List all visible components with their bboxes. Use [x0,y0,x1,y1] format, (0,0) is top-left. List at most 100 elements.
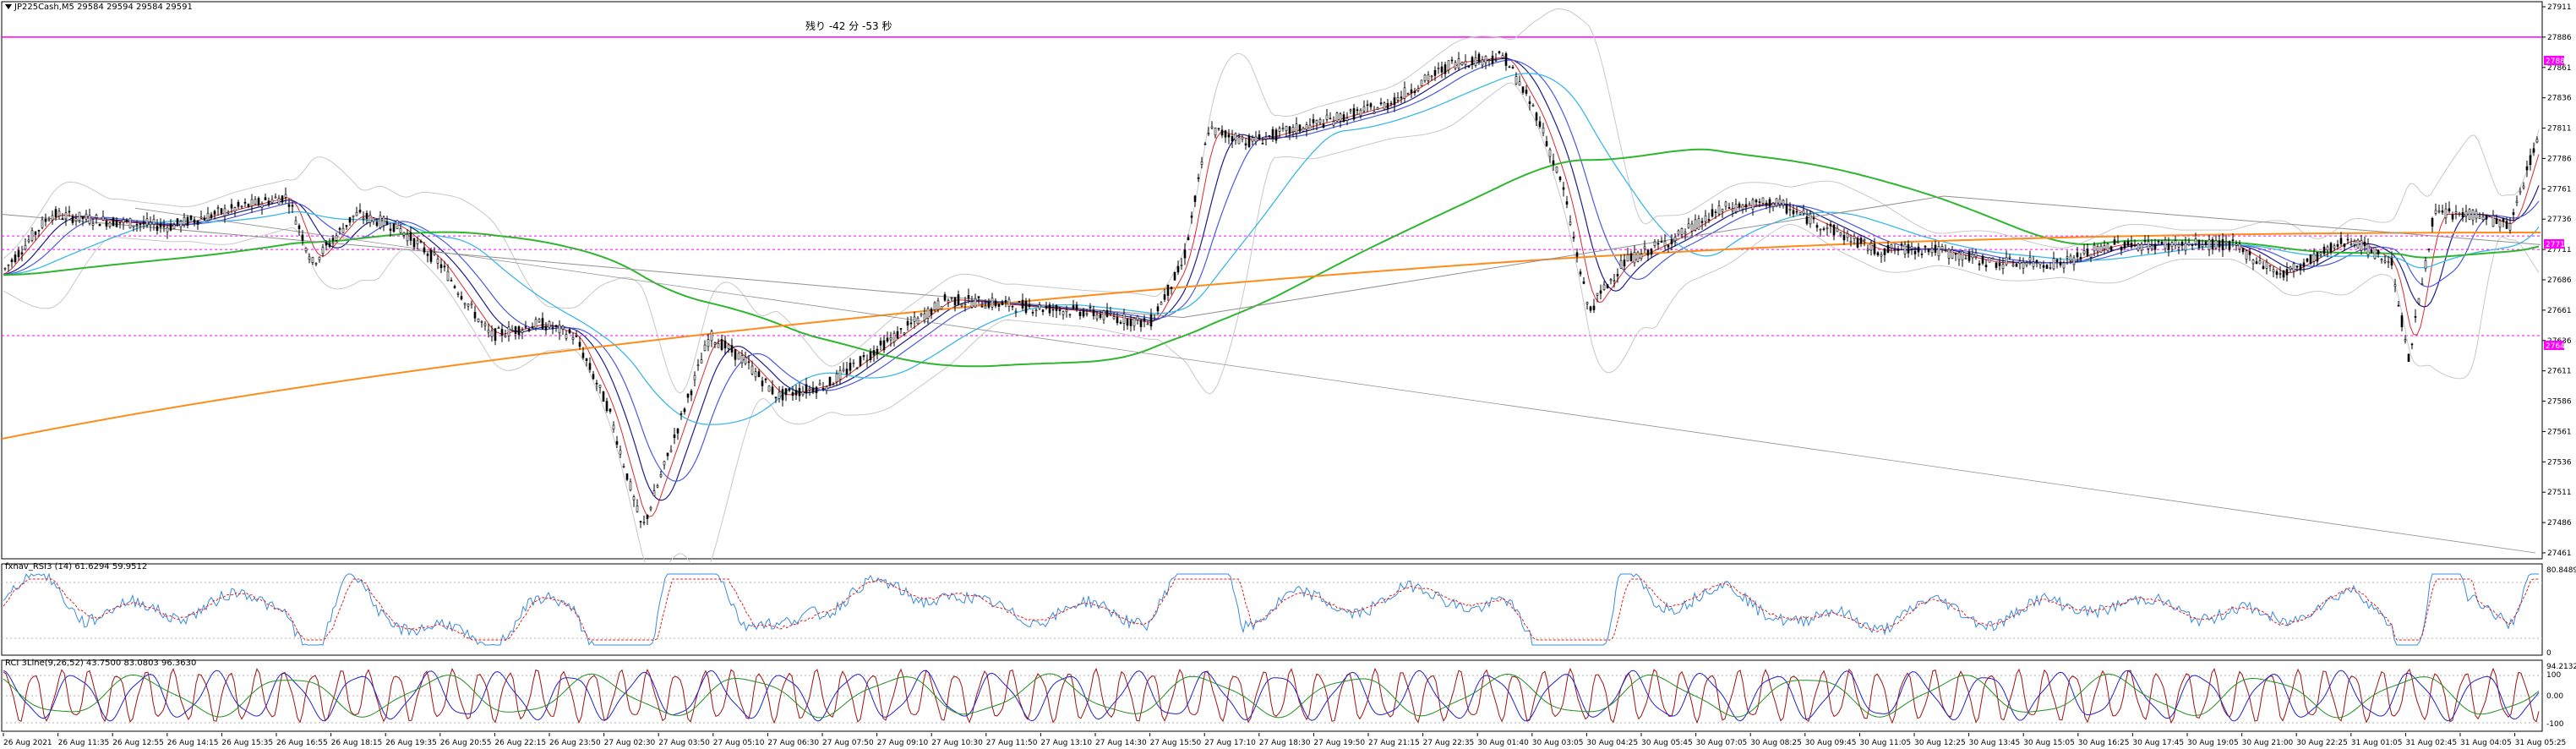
candle-body [554,325,558,327]
price-pane[interactable]: 27911 27886 27861 27836 27811 27786 27761 27736… [0,0,2576,562]
rsi-chart[interactable]: 80.8489 0 [0,562,2576,659]
rci-chart[interactable]: 94.2132 100 0.00 -100 [0,659,2576,733]
candle-body [2042,265,2045,268]
time-tick-label: 30 Aug 04:25 [1586,739,1638,747]
candle-body [314,263,318,265]
time-tick-label: 26 Aug 19:35 [385,739,437,747]
candle-body [71,216,74,223]
candle-body [2208,239,2211,250]
time-tick-label: 27 Aug 14:30 [1095,739,1147,747]
time-axis: 26 Aug 2021 26 Aug 11:35 26 Aug 12:55 26 Au… [0,733,2576,749]
candle-body [139,223,142,226]
candle-body [240,205,243,208]
candle-body [2191,244,2194,246]
candle-body [862,355,865,358]
price-chart[interactable]: 2791127886278612783627811277862776127736… [0,0,2576,562]
candle-body [78,211,81,221]
candle-body [1065,309,1068,313]
time-tick-label: 27 Aug 03:50 [658,739,710,747]
candle-body [24,244,27,250]
candle-body [649,506,652,510]
candle-body [1410,89,1413,94]
candle-body [1362,106,1366,112]
price-tick-label: 27886 [2547,34,2572,42]
candle-body [1342,114,1345,122]
candle-body [1839,232,1842,236]
candle-body [2292,263,2295,272]
candle-body [1951,249,1954,259]
candle-body [2167,243,2170,250]
candle-body [595,382,598,385]
candle-body [1034,309,1038,312]
time-tick-label: 30 Aug 15:05 [2023,739,2075,747]
candle-body [311,257,314,263]
candle-body [1873,243,1876,254]
candle-body [838,369,842,380]
candle-body [145,218,149,226]
rsi-pane[interactable]: 80.8489 0 fxnav_RSI3 (14) 61.6294 59.951… [0,562,2576,659]
candle-body [2062,262,2066,269]
candle-body [805,384,808,394]
candle-body [1714,211,1717,213]
candle-body [362,217,365,220]
candle-body [243,201,247,204]
candle-body [2350,243,2353,245]
candle-body [2052,258,2055,270]
candle-body [2485,214,2488,220]
rci-pane[interactable]: 94.2132 100 0.00 -100 RCI 3Line(9,26,52)… [0,659,2576,733]
candle-body [1271,128,1274,139]
candle-body [734,349,737,360]
candle-body [1721,208,1724,212]
candle-body [1525,90,1528,94]
time-tick-label: 26 Aug 16:55 [276,739,328,747]
candle-body [490,330,494,337]
candle-body [784,388,788,396]
candle-body [2512,212,2515,216]
candle-body [2201,244,2204,248]
candle-body [2231,239,2235,241]
candle-body [172,224,176,229]
horizontal-levels[interactable] [2,36,2542,336]
candle-body [1247,135,1251,147]
candle-body [368,215,372,223]
candle-body [1268,135,1271,137]
candle-body [771,386,774,395]
candle-body [1139,320,1143,327]
candle-body [1633,251,1636,264]
time-tick-label: 30 Aug 13:45 [1969,739,2021,747]
candle-body [1967,251,1971,261]
price-tick-label: 27536 [2547,458,2572,467]
candle-body [652,490,656,496]
candle-body [2082,250,2086,254]
candle-body [2025,262,2028,266]
candle-body [74,218,78,221]
candle-body [1359,109,1362,117]
candle-body [1146,323,1149,325]
candle-body [2373,247,2377,260]
candle-body [1099,314,1102,318]
candle-body [1423,74,1427,81]
time-tick-label: 27 Aug 07:50 [822,739,874,747]
candle-body [1474,57,1477,66]
candle-body [916,317,920,325]
candle-body [703,344,707,352]
candle-body [2275,271,2279,276]
candle-body [1305,124,1308,130]
candle-body [439,264,443,269]
candle-body [1521,86,1525,93]
candle-body [825,385,828,391]
candle-body [1819,228,1822,231]
candle-body [666,452,669,457]
candle-body [1785,205,1788,214]
candle-body [923,313,926,321]
candle-body [1075,304,1078,310]
candle-body [544,325,548,331]
candle-body [2049,267,2052,269]
candle-body [2137,243,2140,251]
candle-body [1285,126,1288,131]
time-tick-label: 27 Aug 06:30 [767,739,819,747]
candle-body [2241,248,2245,253]
collapse-triangle-icon[interactable] [5,4,12,9]
candle-body [1836,227,1839,232]
candle-body [1389,102,1393,105]
